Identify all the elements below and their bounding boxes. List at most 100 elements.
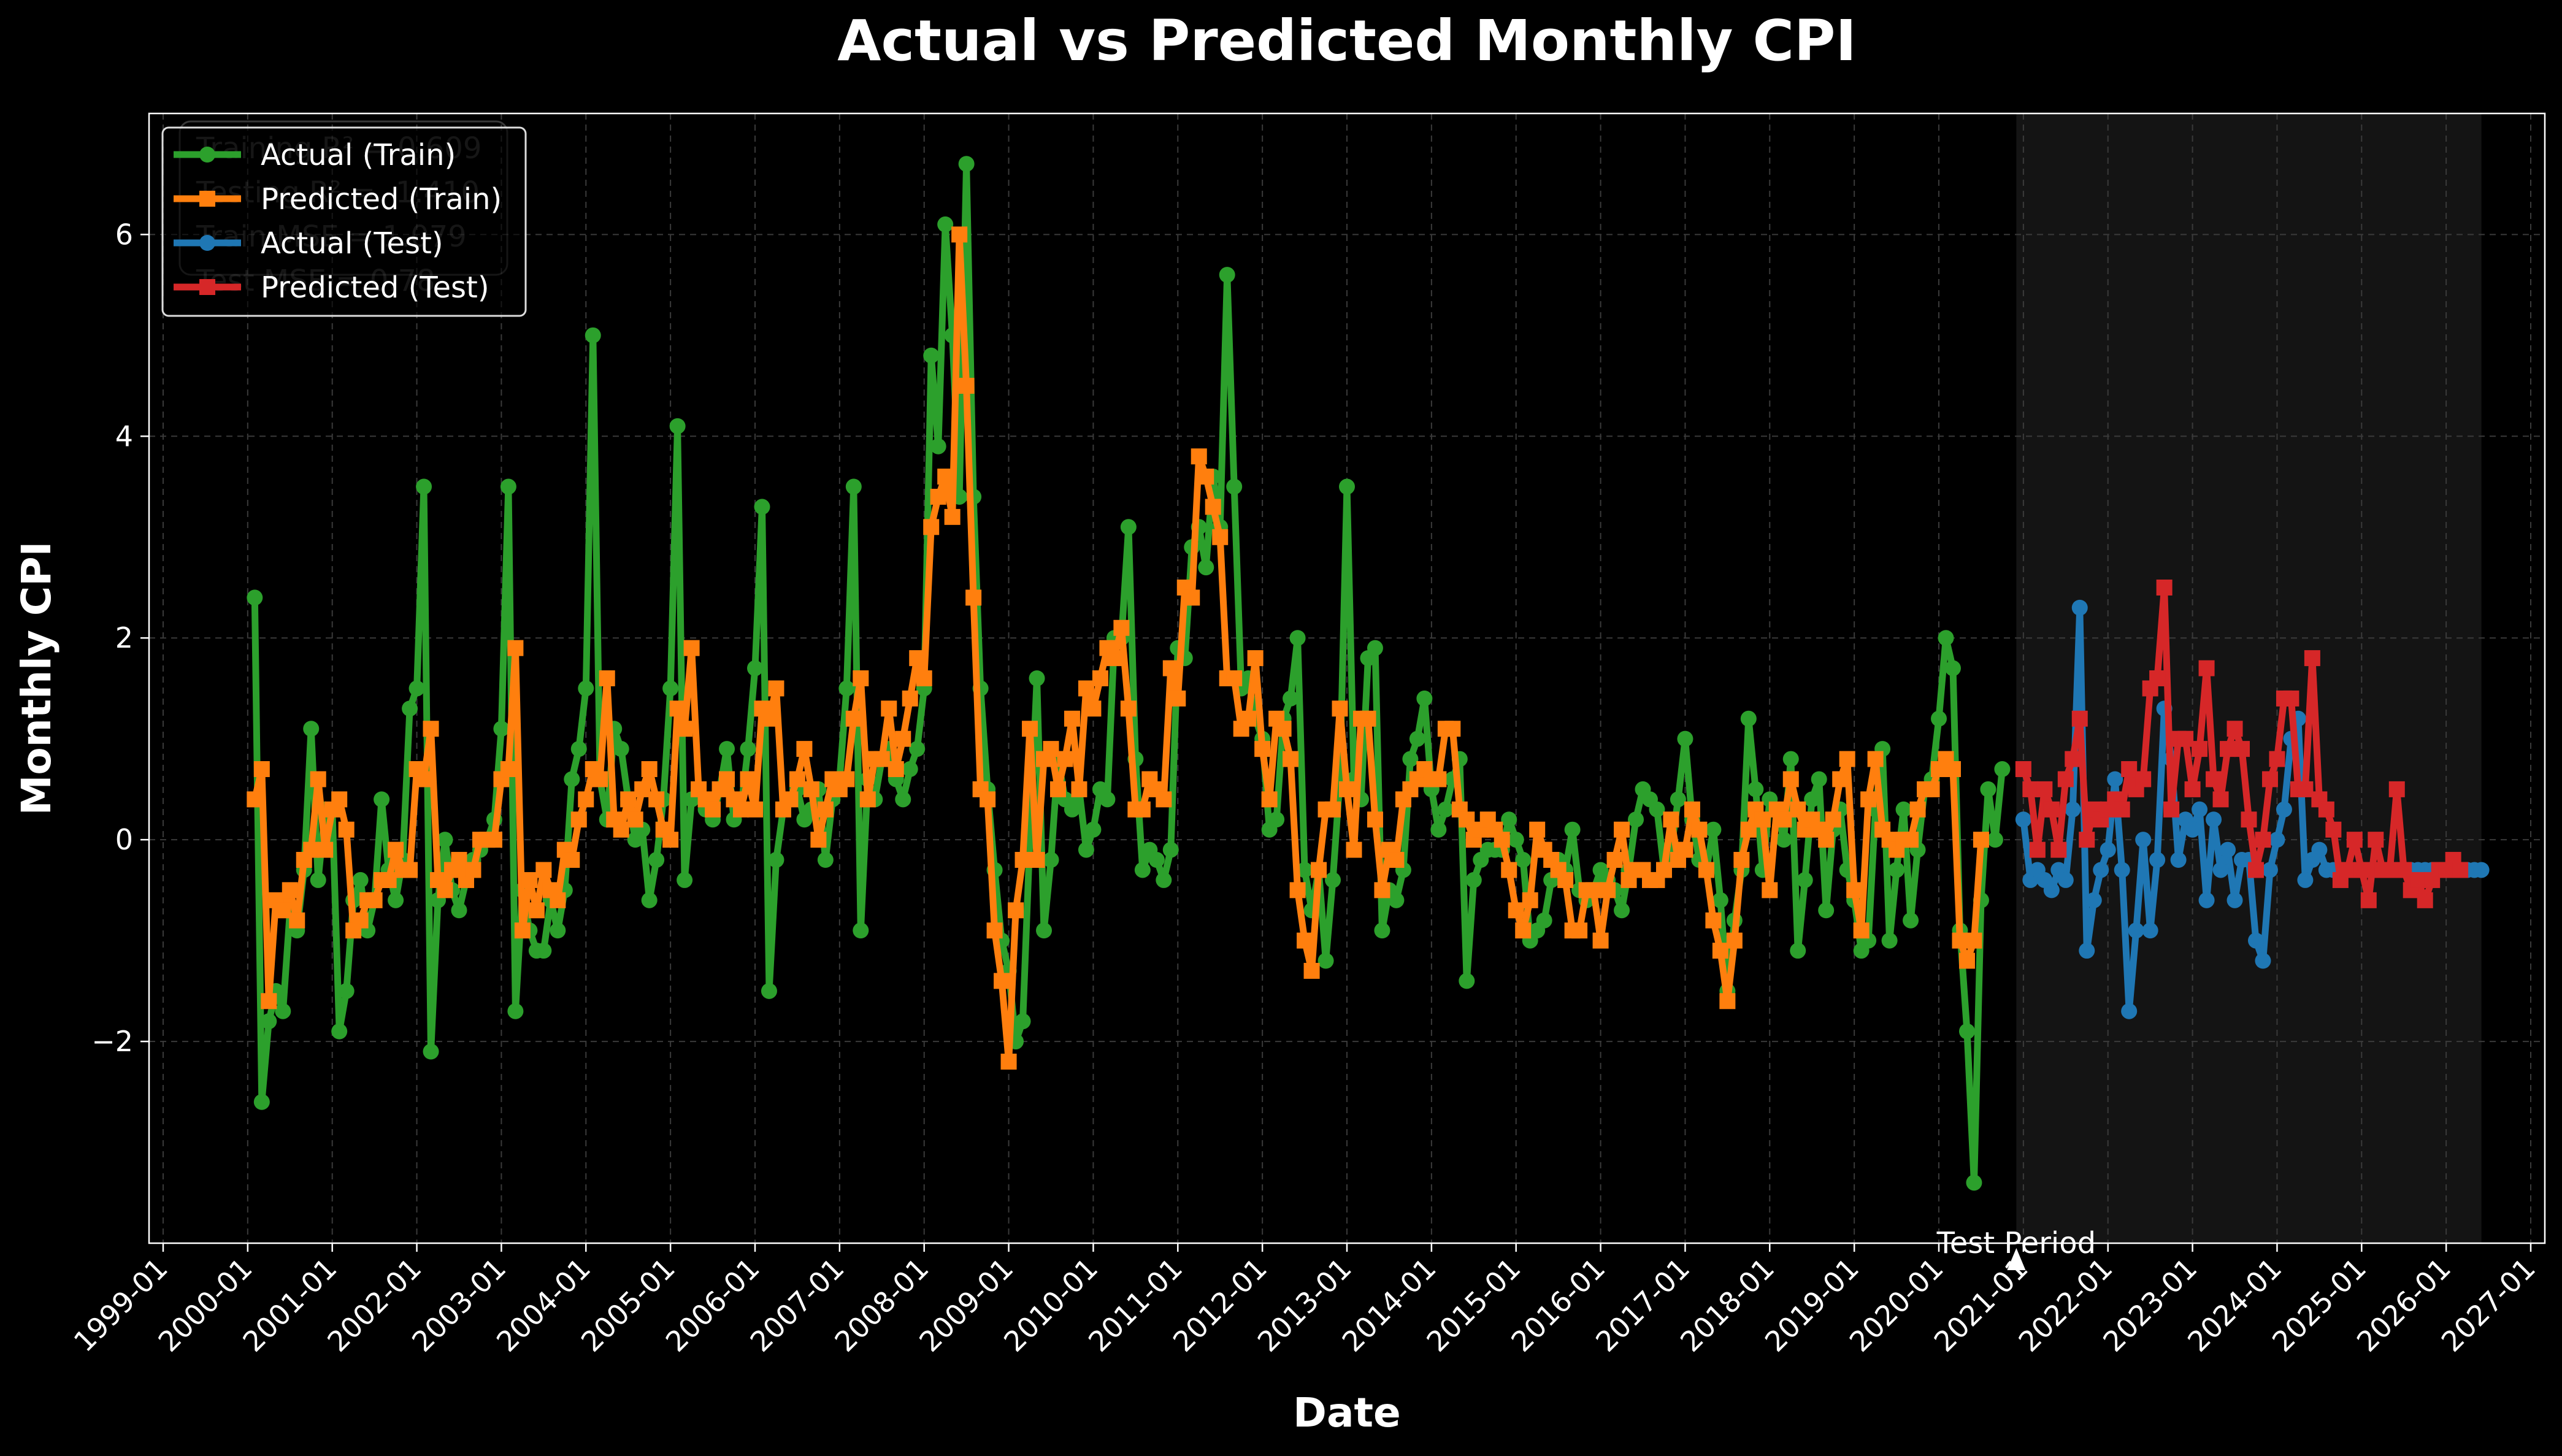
data-point: [2261, 862, 2278, 878]
series-predicted-train: [247, 226, 1989, 1070]
data-point: [352, 912, 369, 929]
data-point: [677, 721, 693, 737]
data-point: [1444, 721, 1461, 737]
data-point: [514, 922, 531, 939]
data-point: [535, 862, 552, 878]
data-point: [1162, 841, 1179, 858]
data-point: [1049, 781, 1066, 797]
data-point: [535, 943, 552, 959]
data-point: [1958, 952, 1975, 969]
data-point: [2085, 892, 2102, 908]
data-point: [1043, 852, 1059, 868]
data-point: [261, 1013, 277, 1030]
data-point: [2283, 690, 2299, 707]
data-point: [1994, 761, 2011, 778]
data-point: [2114, 801, 2130, 818]
data-point: [1628, 811, 1644, 828]
data-point: [2170, 852, 2187, 868]
data-point: [1014, 852, 1031, 868]
data-point: [662, 832, 679, 848]
data-point: [507, 640, 524, 656]
data-point: [2057, 771, 2074, 787]
data-point: [2220, 741, 2236, 757]
data-point: [423, 721, 439, 737]
data-point: [746, 801, 763, 818]
data-point: [310, 771, 326, 787]
data-point: [437, 832, 453, 848]
data-point: [810, 832, 827, 848]
data-point: [578, 680, 594, 697]
data-point: [1085, 700, 1102, 717]
data-point: [1437, 801, 1454, 818]
data-point: [1289, 882, 1306, 899]
data-point: [859, 791, 876, 808]
data-point: [1860, 791, 1877, 808]
data-point: [331, 1023, 348, 1040]
data-point: [1670, 791, 1686, 808]
data-point: [2241, 811, 2257, 828]
data-point: [853, 670, 869, 686]
data-point: [1029, 670, 1045, 686]
data-point: [1283, 690, 1299, 707]
data-point: [1776, 832, 1792, 848]
data-point: [366, 892, 383, 908]
legend-marker: [199, 191, 215, 207]
data-point: [1465, 872, 1482, 888]
data-point: [1811, 771, 1827, 787]
data-point: [902, 690, 918, 707]
data-point: [564, 771, 580, 787]
data-point: [888, 761, 904, 778]
data-point: [1388, 892, 1405, 908]
data-point: [303, 721, 320, 737]
data-point: [2297, 872, 2314, 888]
data-point: [521, 872, 538, 888]
data-point: [1247, 650, 1264, 667]
data-point: [1797, 872, 1813, 888]
data-point: [2304, 650, 2320, 667]
data-point: [761, 983, 777, 999]
data-point: [2184, 821, 2201, 838]
data-point: [1430, 771, 1447, 787]
data-point: [2255, 952, 2271, 969]
data-point: [909, 650, 926, 667]
data-point: [1085, 821, 1102, 838]
data-point: [1889, 862, 1905, 878]
data-point: [1867, 751, 1884, 767]
data-point: [1515, 922, 1532, 939]
data-point: [2142, 922, 2158, 939]
data-point: [1283, 751, 1299, 767]
data-point: [1571, 922, 1588, 939]
data-point: [1008, 902, 1024, 919]
chart-title: Actual vs Predicted Monthly CPI: [837, 8, 1856, 74]
data-point: [1522, 892, 1538, 908]
data-point: [2212, 862, 2229, 878]
data-point: [1966, 1174, 1982, 1191]
data-point: [289, 912, 305, 929]
data-point: [2022, 781, 2039, 797]
data-point: [253, 761, 270, 778]
data-point: [1297, 932, 1313, 949]
data-point: [2220, 841, 2236, 858]
data-point: [1931, 710, 1947, 727]
test-period-arrow-icon: [2007, 1248, 2026, 1270]
data-point: [1113, 619, 1130, 636]
data-point: [1212, 529, 1229, 545]
data-point: [1134, 801, 1151, 818]
data-point: [1733, 852, 1750, 868]
data-point: [1339, 478, 1355, 495]
data-point: [2325, 821, 2342, 838]
data-point: [2079, 832, 2095, 848]
data-point: [2255, 832, 2271, 848]
data-point: [253, 1094, 270, 1110]
data-point: [1952, 932, 1968, 949]
data-point: [2135, 832, 2152, 848]
data-point: [408, 680, 425, 697]
data-point: [493, 721, 510, 737]
data-point: [1663, 811, 1679, 828]
data-point: [1409, 730, 1425, 747]
data-point: [282, 882, 298, 899]
data-point: [1881, 932, 1898, 949]
data-point: [1712, 943, 1728, 959]
data-point: [1501, 811, 1517, 828]
data-point: [1691, 821, 1708, 838]
